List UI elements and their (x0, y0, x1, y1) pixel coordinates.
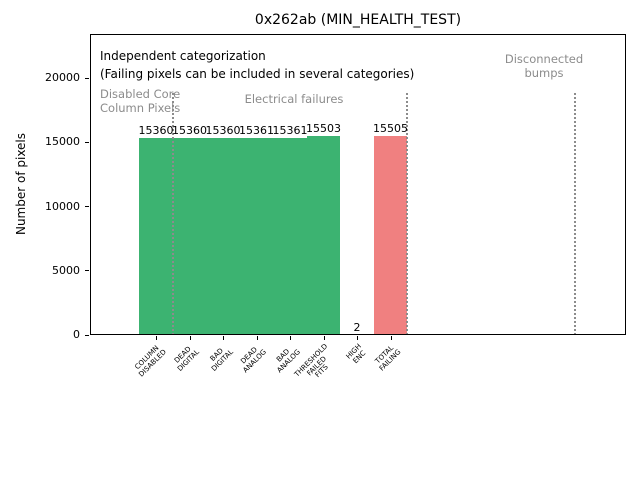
plot-area (90, 34, 626, 335)
y-tick (85, 334, 89, 336)
y-tick-label: 15000 (45, 135, 80, 149)
x-tick (290, 336, 291, 340)
bar (239, 137, 274, 335)
x-tick (357, 336, 358, 340)
section-title-line: Column Pixels (100, 101, 181, 115)
x-tick-label: BAD DIGITAL (205, 343, 235, 373)
bar-value-label: 2 (353, 320, 361, 334)
y-tick-label: 0 (73, 328, 80, 341)
bar (306, 135, 341, 335)
category-separator-line (574, 93, 576, 335)
x-tick (256, 336, 258, 340)
annotation-note: Independent categorization (Failing pixe… (100, 47, 414, 83)
y-tick (85, 77, 89, 79)
bar-value-label: 15360 (138, 123, 174, 137)
x-tick-label: DEAD DIGITAL (171, 343, 201, 373)
section-title-electrical-failures: Electrical failures (245, 92, 344, 106)
category-separator-line (171, 93, 174, 335)
x-tick (223, 336, 224, 340)
section-title-line: Disconnected (504, 52, 584, 66)
bar-value-label: 15361 (272, 123, 308, 137)
x-tick-label: THRESHOLD FAILED FITS (293, 342, 341, 390)
annotation-note-line-1: Independent categorization (100, 49, 266, 63)
x-tick (156, 336, 157, 340)
x-tick-label: DEAD ANALOG (237, 343, 268, 374)
x-tick-label: COLUMN DISABLED (132, 343, 168, 379)
section-title-disabled-core-column-pixels: Disabled Core Column Pixels (100, 87, 180, 115)
y-tick-label: 10000 (45, 199, 80, 213)
bar (139, 137, 173, 335)
x-tick (189, 336, 191, 340)
bar-value-label: 15503 (306, 121, 341, 135)
bar (172, 137, 207, 335)
section-title-line: Electrical failures (244, 92, 344, 106)
section-title-line: Disabled Core (100, 87, 181, 101)
bar (273, 137, 307, 335)
section-title-line: bumps (524, 66, 564, 80)
section-title-disconnected-bumps: Disconnected bumps (505, 52, 583, 80)
x-tick-label: HIGH ENC (345, 342, 368, 366)
bar-value-label: 15360 (205, 123, 241, 137)
y-tick (85, 206, 89, 207)
x-tick (390, 336, 392, 340)
annotation-note-line-2: (Failing pixels can be included in sever… (100, 67, 415, 81)
x-tick-label: TOTAL FAILING (372, 343, 402, 373)
y-tick (85, 141, 89, 143)
bar (373, 135, 408, 335)
category-separator-line (406, 93, 409, 335)
y-tick (85, 270, 89, 272)
bar-value-label: 15360 (172, 123, 207, 137)
y-axis-label: Number of pixels (14, 132, 28, 236)
y-tick-label: 5000 (52, 263, 80, 277)
bar-value-label: 15361 (239, 123, 274, 137)
bar-value-label: 15505 (373, 121, 408, 135)
chart-title: 0x262ab (MIN_HEALTH_TEST) (254, 12, 462, 28)
bar (206, 137, 240, 335)
y-tick-label: 20000 (45, 71, 80, 84)
x-tick (323, 336, 325, 340)
